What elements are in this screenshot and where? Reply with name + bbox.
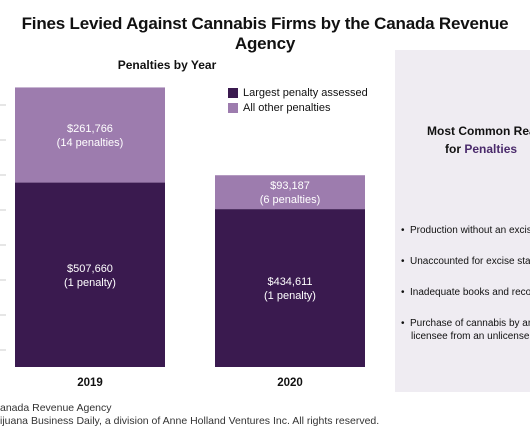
reason-item: Unaccounted for excise sta — [401, 255, 530, 268]
data-label-value: $434,611 — [267, 276, 312, 288]
footer-source: anada Revenue Agency — [0, 402, 112, 414]
legend-item-largest: Largest penalty assessed — [228, 85, 368, 100]
data-label-value: $261,766 — [67, 123, 113, 135]
reason-line1: Production without an excis — [410, 225, 530, 236]
legend-label-largest: Largest penalty assessed — [243, 86, 368, 99]
reason-line1: Unaccounted for excise sta — [410, 256, 530, 267]
x-tick-label: 2019 — [77, 377, 103, 389]
reason-line2: licensee from an unlicense — [411, 331, 530, 342]
panel-heading-line1: Most Common Rea — [427, 124, 530, 138]
panel-heading: Most Common Rea for Penalties — [427, 122, 530, 158]
data-label-count: (6 penalties) — [260, 194, 321, 206]
panel-heading-accent: Penalties — [464, 142, 518, 156]
chart-title: Fines Levied Against Cannabis Firms by t… — [21, 14, 509, 53]
reasons-panel: Most Common Rea for Penalties Production… — [395, 50, 530, 392]
reason-line1: Inadequate books and reco — [410, 287, 530, 298]
legend: Largest penalty assessed All other penal… — [228, 85, 368, 115]
reason-item: Inadequate books and reco — [401, 286, 530, 299]
bar-segment — [215, 175, 365, 210]
x-tick-label: 2020 — [277, 377, 303, 389]
data-label-value: $507,660 — [67, 263, 113, 275]
reasons-list: Production without an excis Unaccounted … — [401, 224, 530, 361]
chart-subtitle: Penalties by Year — [117, 58, 217, 72]
bar-segment — [15, 182, 165, 367]
data-label-count: (1 penalty) — [64, 277, 116, 289]
footer: anada Revenue Agency ijuana Business Dai… — [0, 402, 379, 428]
legend-label-other: All other penalties — [243, 101, 331, 114]
bar-segment — [15, 87, 165, 183]
footer-copyright: ijuana Business Daily, a division of Ann… — [0, 415, 380, 427]
reason-item: Purchase of cannabis by ar licensee from… — [401, 317, 530, 343]
panel-heading-prefix: for — [445, 142, 465, 156]
data-label-count: (14 penalties) — [57, 137, 124, 149]
reason-line1: Purchase of cannabis by ar — [410, 318, 530, 329]
data-label-value: $93,187 — [270, 180, 310, 192]
reason-item: Production without an excis — [401, 224, 530, 237]
legend-item-other: All other penalties — [228, 100, 368, 115]
legend-swatch-largest — [228, 87, 238, 98]
bar-segment — [215, 209, 365, 367]
data-label-count: (1 penalty) — [264, 290, 316, 302]
panel-heading-line2: for Penalties — [427, 140, 530, 158]
legend-swatch-other — [228, 102, 238, 113]
stacked-bar-chart: $507,660 (1 penalty) $261,766 (14 penalties… — [0, 87, 365, 389]
